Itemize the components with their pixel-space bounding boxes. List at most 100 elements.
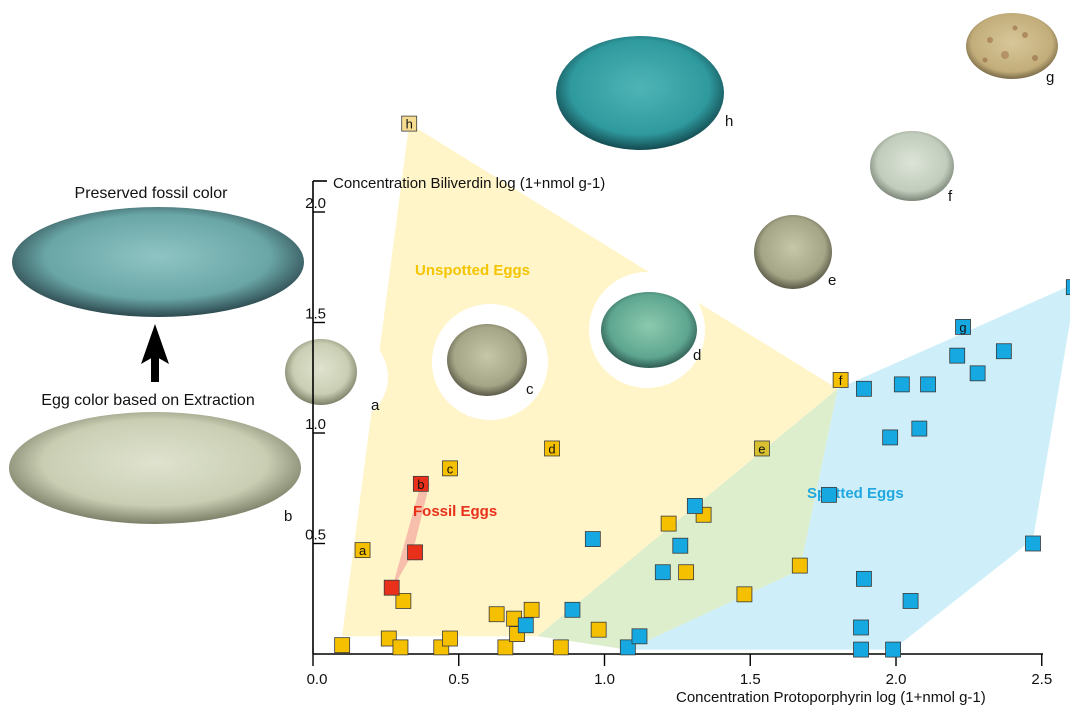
egg-label-f: f: [948, 188, 953, 205]
point-spotted-eggs: [969, 365, 986, 382]
egg-label-a: a: [371, 397, 380, 414]
labeled-point-c: c: [442, 460, 458, 477]
point-spotted-eggs: [885, 641, 901, 658]
egg-h: [556, 36, 724, 150]
labeled-point-text: c: [447, 461, 454, 476]
point-fossil-eggs: [407, 544, 423, 561]
labeled-point-d: d: [544, 440, 560, 457]
x-tick-label: 0.0: [307, 671, 328, 688]
x-tick-label: 1.0: [594, 671, 615, 688]
region-spotted-eggs: [627, 285, 1070, 650]
egg-label-e: e: [828, 272, 836, 289]
point-spotted-eggs: [995, 343, 1012, 360]
labeled-point-e: e: [754, 440, 770, 457]
egg-e: [754, 215, 832, 289]
point-spotted-eggs: [517, 617, 534, 634]
labeled-point-b: b: [412, 475, 429, 492]
labeled-point-marker: [754, 440, 770, 457]
x-tick-label: 2.5: [1031, 671, 1052, 688]
point-unspotted-eggs: [497, 639, 514, 656]
labeled-point-marker: [401, 115, 418, 132]
egg-label-c: c: [526, 381, 534, 398]
up-arrow-icon: [141, 324, 169, 382]
egg-illustrations: [9, 13, 1058, 524]
point-spotted-eggs: [1025, 535, 1041, 552]
y-tick-label: 1.5: [305, 306, 326, 323]
point-unspotted-eggs: [660, 515, 677, 532]
egg-label-d: d: [693, 347, 701, 364]
point-spotted-eggs: [1065, 279, 1070, 296]
labeled-point-text: a: [359, 543, 367, 558]
point-unspotted-eggs: [523, 601, 540, 618]
y-tick-label: 0.5: [305, 527, 326, 544]
labeled-point-text: h: [406, 117, 413, 132]
y-tick-label: 1.0: [305, 416, 326, 433]
labeled-point-h: h: [401, 115, 418, 132]
labeled-point-text: b: [417, 477, 424, 492]
labeled-point-text: g: [959, 320, 966, 335]
point-fossil-eggs: [383, 579, 400, 596]
point-unspotted-eggs: [736, 586, 753, 603]
labeled-point-text: f: [839, 373, 843, 388]
point-spotted-eggs: [619, 639, 636, 656]
point-spotted-eggs: [686, 498, 703, 514]
point-spotted-eggs: [821, 486, 837, 503]
point-spotted-eggs: [584, 531, 601, 547]
point-spotted-eggs: [949, 347, 966, 364]
x-axis-label: Concentration Protoporphyrin log (1+nmol…: [676, 689, 986, 706]
x-tick-label: 0.5: [448, 671, 469, 688]
labeled-point-marker: [354, 542, 371, 559]
point-spotted-eggs: [856, 380, 872, 397]
point-spotted-eggs: [856, 570, 872, 587]
point-spotted-eggs: [672, 537, 689, 554]
labeled-point-g: g: [955, 319, 971, 335]
egg-a: [285, 339, 357, 405]
labeled-point-text: e: [758, 441, 765, 456]
labeled-point-marker: [442, 460, 458, 477]
labeled-point-marker: [544, 440, 560, 457]
point-unspotted-eggs: [590, 621, 607, 638]
point-unspotted-eggs: [488, 606, 505, 623]
data-points: [334, 279, 1070, 658]
point-unspotted-eggs: [791, 557, 808, 574]
region-label-unspotted: Unspotted Eggs: [415, 262, 530, 279]
point-unspotted-eggs: [442, 630, 458, 647]
point-spotted-eggs: [564, 601, 581, 618]
region-unspotted-eggs: [342, 123, 838, 637]
big-egg-label-b: b: [284, 508, 292, 525]
labeled-point-f: f: [832, 372, 849, 388]
x-tick-label: 1.5: [740, 671, 761, 688]
labeled-point-marker: [412, 475, 429, 492]
labeled-points: h a c b d e f g: [354, 115, 971, 559]
x-tick-label: 2.0: [886, 671, 907, 688]
region-label-fossil: Fossil Eggs: [413, 503, 497, 520]
preserved-fossil-egg: [12, 207, 304, 317]
y-tick-label: 2.0: [305, 195, 326, 212]
point-spotted-eggs: [882, 429, 899, 446]
egg-d: [601, 292, 697, 368]
egg-letter-labels: h g f e d c a b: [284, 69, 1054, 525]
point-unspotted-eggs: [552, 639, 569, 656]
egg-g: [966, 13, 1058, 79]
point-spotted-eggs: [853, 619, 869, 636]
extraction-egg: [9, 412, 301, 524]
egg-f: [870, 131, 954, 201]
point-spotted-eggs: [853, 641, 869, 658]
egg-label-g: g: [1046, 69, 1054, 86]
extraction-caption: Egg color based on Extraction: [41, 392, 254, 409]
region-fossil-eggs: [391, 483, 430, 590]
labeled-point-text: d: [548, 441, 555, 456]
labeled-point-marker: [832, 372, 849, 388]
point-unspotted-eggs: [380, 630, 397, 647]
y-axis-label: Concentration Biliverdin log (1+nmol g-1…: [333, 175, 605, 192]
point-spotted-eggs: [654, 564, 671, 581]
point-spotted-eggs: [902, 593, 919, 609]
point-unspotted-eggs: [392, 639, 409, 656]
point-spotted-eggs: [631, 628, 648, 645]
preserved-fossil-caption: Preserved fossil color: [75, 185, 229, 202]
point-unspotted-eggs: [395, 593, 412, 609]
labeled-point-a: a: [354, 542, 371, 559]
point-spotted-eggs: [893, 376, 910, 393]
labeled-point-marker: [955, 319, 971, 335]
